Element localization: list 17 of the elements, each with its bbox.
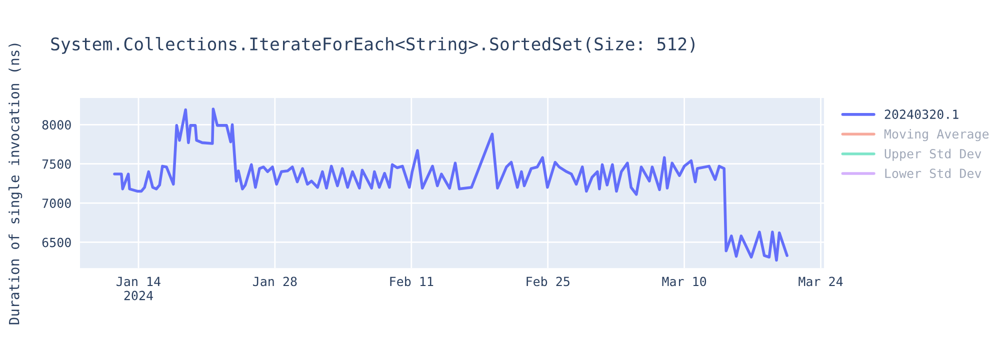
legend-label: Lower Std Dev <box>885 168 982 178</box>
legend-label: Moving Average <box>884 128 989 142</box>
legend-label: Upper Std Dev <box>884 148 982 161</box>
y-axis-title: Duration of single invocation (ns) <box>8 44 22 324</box>
legend-label: 20240320.1 <box>884 110 958 119</box>
x-tick-label: Jan 14 2024 <box>116 276 160 300</box>
x-tick-label: Mar 10 <box>662 276 706 286</box>
x-tick-label: Feb 11 <box>390 276 434 286</box>
line-series <box>113 108 788 262</box>
y-tick-label: 7000 <box>42 198 71 208</box>
y-tick-label: 8000 <box>42 120 71 130</box>
x-tick-label: Mar 24 <box>798 276 843 286</box>
x-tick-label: Feb 25 <box>526 276 570 286</box>
chart-title: System.Collections.IterateForEach<String>.SortedSet(Size: 512) <box>51 36 694 54</box>
y-tick-label: 6500 <box>42 238 71 248</box>
x-tick-label: Jan 28 <box>253 276 297 286</box>
y-tick-label: 7500 <box>42 159 71 169</box>
